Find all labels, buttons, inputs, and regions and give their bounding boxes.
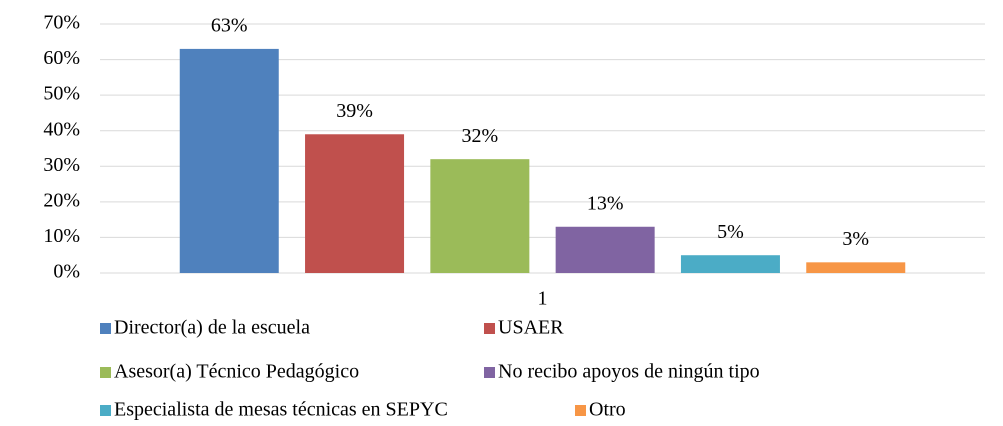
data-label: 3% (842, 228, 869, 250)
bar (806, 262, 906, 273)
y-tick-label: 60% (43, 47, 80, 69)
data-label: 13% (587, 192, 624, 214)
data-label: 39% (336, 100, 373, 122)
data-label: 5% (717, 221, 744, 243)
bar (179, 48, 279, 274)
y-tick-label: 30% (43, 154, 80, 176)
data-label: 32% (462, 125, 499, 147)
legend-label: Asesor(a) Técnico Pedagógico (114, 361, 359, 383)
y-tick-label: 40% (43, 118, 80, 140)
legend-swatch (100, 323, 111, 334)
bar (555, 226, 655, 273)
legend-label: USAER (498, 317, 564, 339)
data-label: 63% (211, 14, 248, 36)
legend-label: Director(a) de la escuela (114, 317, 310, 339)
legend-swatch (484, 367, 495, 378)
legend-swatch (100, 367, 111, 378)
bar (680, 255, 780, 273)
legend-label: No recibo apoyos de ningún tipo (498, 361, 760, 383)
legend-swatch (100, 405, 111, 416)
y-tick-label: 10% (43, 225, 80, 247)
legend-label: Otro (589, 399, 626, 421)
bar (305, 134, 405, 273)
x-tick-label: 1 (538, 288, 548, 310)
y-tick-label: 20% (43, 189, 80, 211)
legend-label: Especialista de mesas técnicas en SEPYC (114, 399, 448, 421)
y-tick-label: 50% (43, 83, 80, 105)
y-tick-label: 70% (43, 12, 80, 34)
legend-swatch (484, 323, 495, 334)
legend-swatch (575, 405, 586, 416)
bar (430, 159, 530, 273)
y-tick-label: 0% (53, 261, 80, 283)
